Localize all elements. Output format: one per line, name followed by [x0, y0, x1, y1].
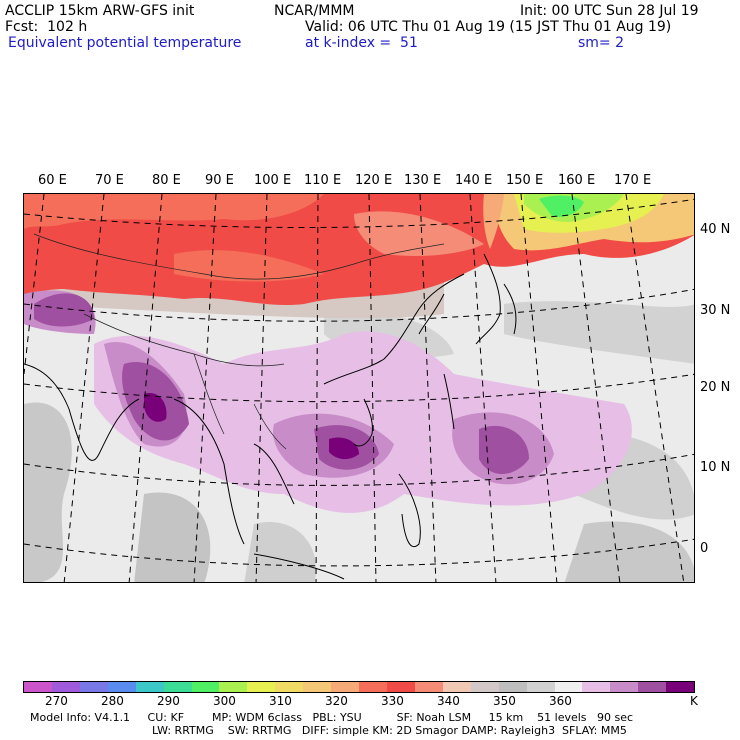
lon-label-170: 170 E — [614, 173, 652, 188]
lon-label-100: 100 E — [254, 173, 292, 188]
colorbar-label-280: 280 — [101, 694, 124, 708]
colorbar-label-310: 310 — [269, 694, 292, 708]
map-panel — [23, 193, 695, 583]
lon-label-120: 120 E — [355, 173, 393, 188]
lon-label-140: 140 E — [455, 173, 493, 188]
colorbar-swatch-11 — [331, 682, 360, 692]
colorbar-swatch-9 — [275, 682, 304, 692]
lat-label-30: 30 N — [700, 303, 731, 318]
lon-label-90: 90 E — [205, 173, 234, 188]
level-label: at k-index = 51 — [305, 35, 418, 51]
colorbar-swatch-2 — [79, 682, 108, 692]
colorbar-swatch-7 — [219, 682, 248, 692]
colorbar-swatch-12 — [359, 682, 387, 692]
model-info-line2: LW: RRTMG SW: RRTMG DIFF: simple KM: 2D … — [152, 724, 627, 737]
colorbar-swatch-21 — [610, 682, 639, 692]
lat-label-20: 20 N — [700, 380, 731, 395]
colorbar-swatch-10 — [303, 682, 332, 692]
colorbar-swatch-6 — [191, 682, 220, 692]
colorbar-label-320: 320 — [325, 694, 348, 708]
lon-label-60: 60 E — [38, 173, 67, 188]
lat-label-10: 10 N — [700, 460, 731, 475]
colorbar-swatch-3 — [107, 682, 136, 692]
lon-label-80: 80 E — [152, 173, 181, 188]
valid-time: Valid: 06 UTC Thu 01 Aug 19 (15 JST Thu … — [305, 19, 672, 35]
colorbar-label-290: 290 — [157, 694, 180, 708]
colorbar-swatch-0 — [24, 682, 52, 692]
colorbar-label-350: 350 — [493, 694, 516, 708]
colorbar — [23, 681, 695, 693]
colorbar-swatch-20 — [582, 682, 611, 692]
lon-label-150: 150 E — [506, 173, 544, 188]
lon-label-70: 70 E — [95, 173, 124, 188]
lat-label-40: 40 N — [700, 222, 731, 237]
colorbar-swatch-16 — [470, 682, 499, 692]
colorbar-swatch-8 — [247, 682, 276, 692]
colorbar-swatch-23 — [666, 682, 695, 692]
colorbar-swatch-14 — [414, 682, 443, 692]
colorbar-swatch-13 — [386, 682, 415, 692]
colorbar-label-330: 330 — [381, 694, 404, 708]
colorbar-swatch-4 — [135, 682, 164, 692]
lat-label-0: 0 — [700, 541, 709, 556]
theta-e-field — [24, 194, 694, 582]
colorbar-swatch-18 — [526, 682, 555, 692]
lon-label-160: 160 E — [558, 173, 596, 188]
model-info-line1: Model Info: V4.1.1 CU: KF MP: WDM 6class… — [30, 711, 634, 724]
forecast-hour: Fcst: 102 h — [5, 19, 88, 35]
init-time: Init: 00 UTC Sun 28 Jul 19 — [520, 3, 699, 19]
colorbar-swatch-1 — [51, 682, 80, 692]
colorbar-swatch-17 — [498, 682, 527, 692]
colorbar-unit: K — [690, 694, 698, 708]
colorbar-swatch-5 — [163, 682, 192, 692]
colorbar-label-270: 270 — [45, 694, 68, 708]
model-title: ACCLIP 15km ARW-GFS init — [5, 3, 195, 19]
colorbar-swatch-15 — [442, 682, 471, 692]
org-label: NCAR/MMM — [274, 3, 355, 19]
colorbar-label-340: 340 — [437, 694, 460, 708]
lon-label-130: 130 E — [404, 173, 442, 188]
colorbar-swatch-22 — [638, 682, 667, 692]
smoothing-label: sm= 2 — [578, 35, 625, 51]
field-name: Equivalent potential temperature — [8, 35, 242, 51]
lon-label-110: 110 E — [304, 173, 342, 188]
colorbar-label-360: 360 — [549, 694, 572, 708]
colorbar-label-300: 300 — [213, 694, 236, 708]
colorbar-swatch-19 — [554, 682, 583, 692]
